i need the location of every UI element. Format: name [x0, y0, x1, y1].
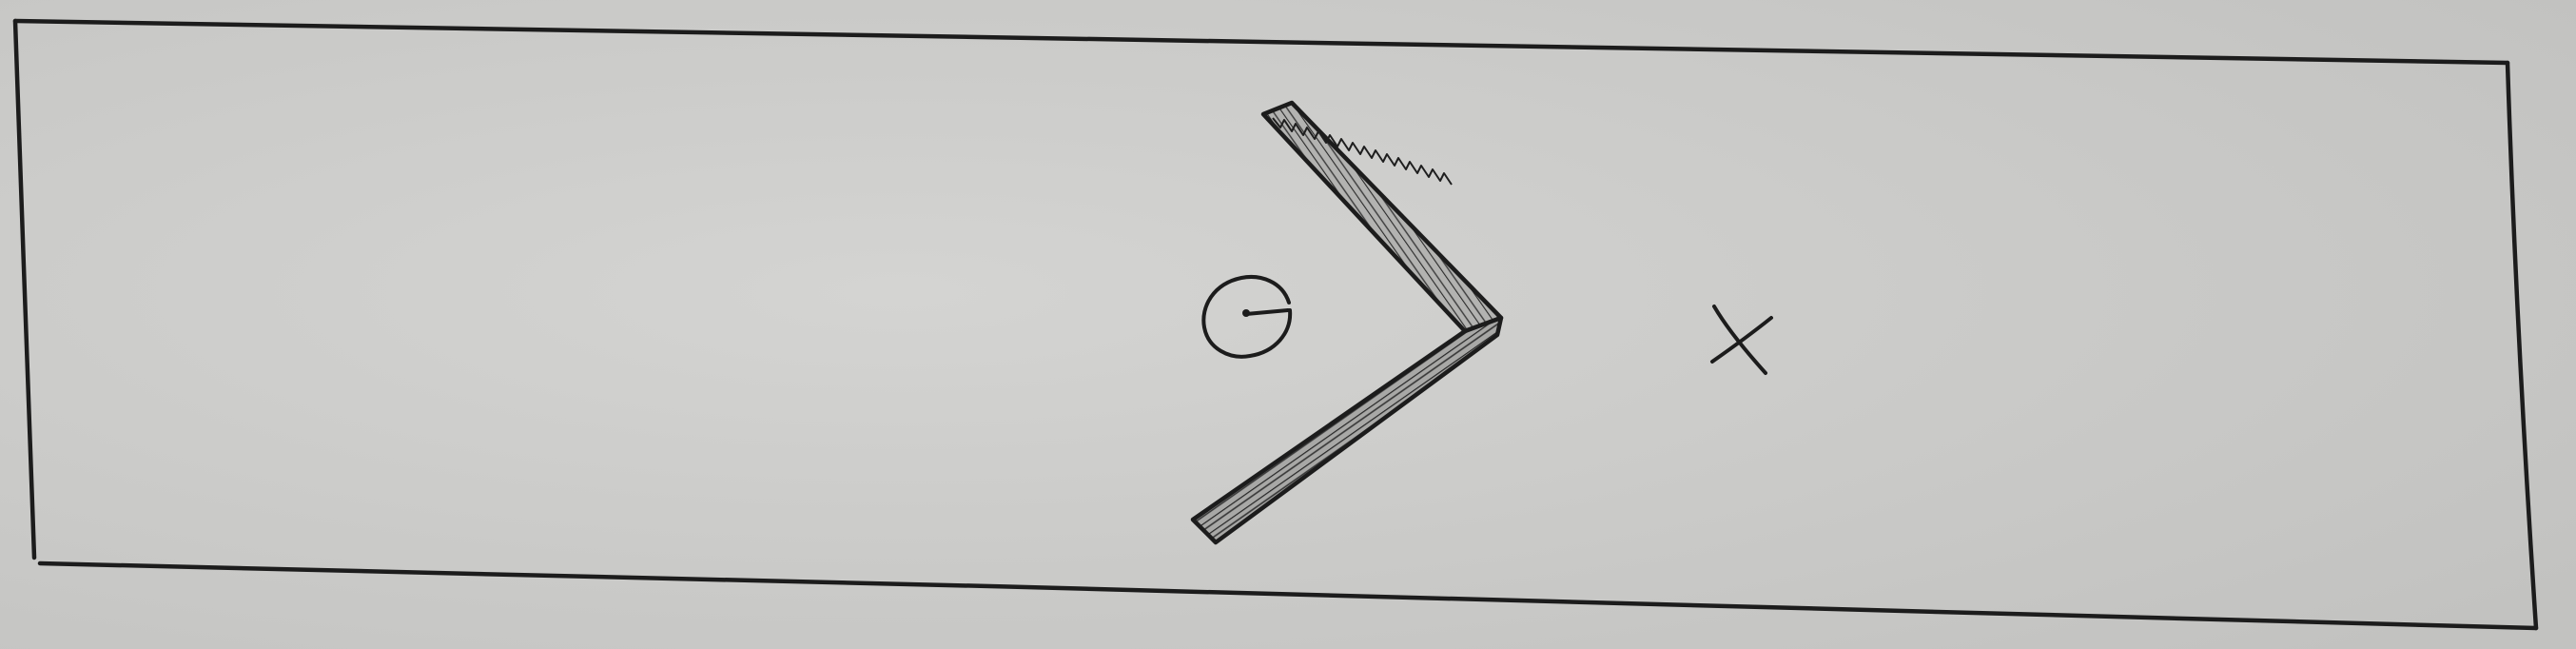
circle-center-dot [1242, 309, 1250, 317]
frame-left-edge [12, 18, 37, 560]
chevron-lower-arm [1190, 315, 1504, 545]
chevron-upper-texture [1272, 117, 1453, 186]
x-stroke-2 [1710, 316, 1773, 364]
chevron-wall [1190, 100, 1504, 545]
player-circle [1201, 275, 1293, 359]
frame-bottom-edge [37, 560, 2539, 631]
circle-radius-line [1244, 308, 1290, 316]
frame-right-edge [2505, 60, 2539, 631]
target-x-mark [1710, 305, 1773, 375]
circle-outline [1201, 275, 1293, 359]
